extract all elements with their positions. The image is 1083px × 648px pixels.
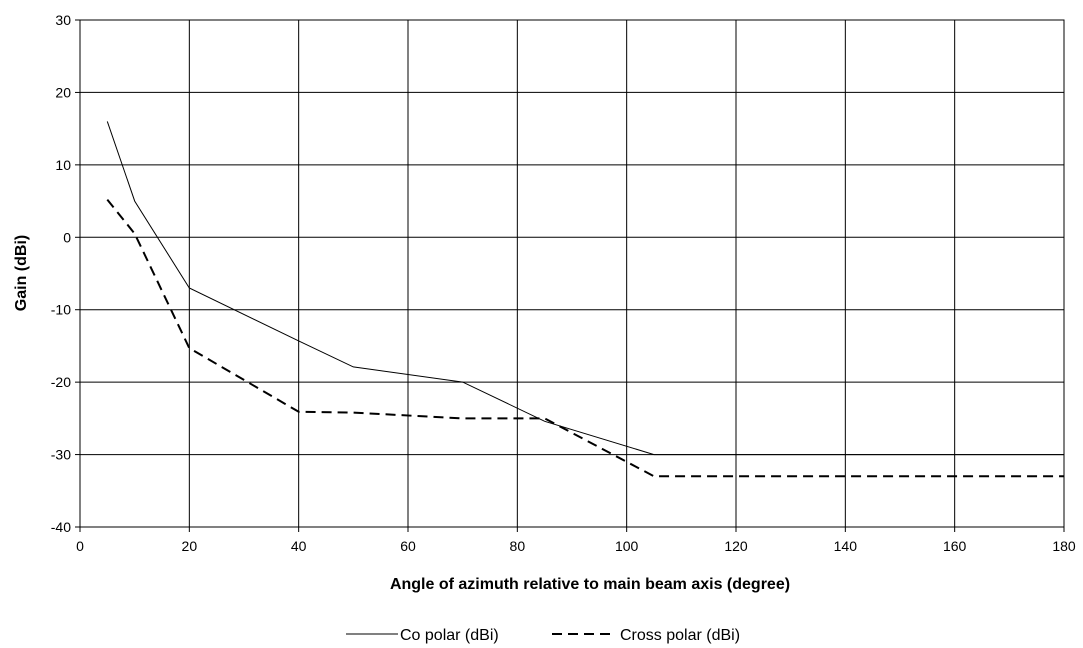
y-tick-label: -40	[51, 519, 71, 535]
x-tick-label: 100	[615, 538, 639, 554]
x-tick-label: 20	[182, 538, 198, 554]
y-tick-label: 10	[55, 157, 71, 173]
legend-label-cross-polar: Cross polar (dBi)	[620, 627, 740, 644]
y-tick-label: -20	[51, 374, 71, 390]
y-tick-label: 20	[55, 84, 71, 100]
y-tick-label: -10	[51, 302, 71, 318]
y-tick-label: -30	[51, 447, 71, 463]
y-axis-label: Gain (dBi)	[13, 235, 30, 311]
plot-area	[79, 19, 1065, 528]
legend: Co polar (dBi) Cross polar (dBi)	[346, 627, 740, 644]
x-tick-label: 160	[943, 538, 967, 554]
x-tick-label: 40	[291, 538, 307, 554]
x-tick-label: 60	[400, 538, 416, 554]
series-layer	[106, 121, 1064, 478]
axes	[75, 19, 1065, 532]
series-line-co-polar	[106, 121, 1064, 456]
legend-label-co-polar: Co polar (dBi)	[400, 627, 499, 644]
y-tick-label: 30	[55, 12, 71, 28]
x-tick-label: 180	[1052, 538, 1076, 554]
tick-labels: 0 20 40 60 80 100 120 140 160 1803020100-10-20-30…	[51, 12, 1076, 554]
x-tick-label: 0	[76, 538, 84, 554]
x-tick-label: 120	[724, 538, 748, 554]
y-tick-label: 0	[63, 229, 71, 245]
x-tick-label: 80	[510, 538, 526, 554]
series-line-cross-polar	[106, 198, 1064, 478]
x-tick-label: 140	[834, 538, 858, 554]
x-axis-label: Angle of azimuth relative to main beam a…	[390, 576, 790, 593]
